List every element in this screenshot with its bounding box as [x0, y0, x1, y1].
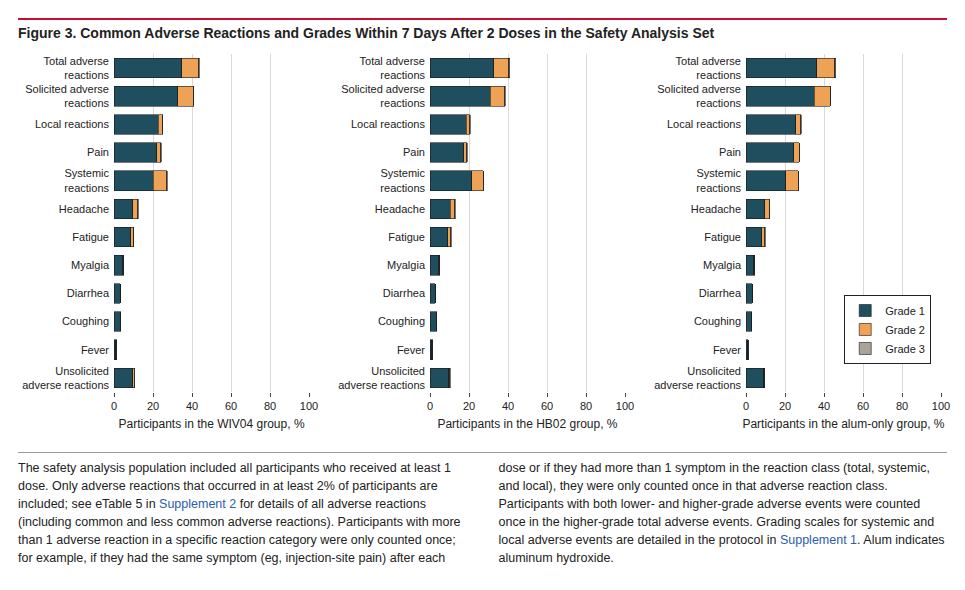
svg-text:Solicited adversereactions: Solicited adversereactions — [341, 83, 425, 109]
svg-text:Local reactions: Local reactions — [667, 118, 741, 130]
svg-text:Solicited adversereactions: Solicited adversereactions — [25, 83, 109, 109]
svg-text:Myalgia: Myalgia — [703, 259, 742, 271]
svg-text:Unsolicitedadverse reactions: Unsolicitedadverse reactions — [22, 365, 109, 391]
svg-text:20: 20 — [463, 400, 475, 412]
svg-text:0: 0 — [743, 400, 749, 412]
svg-text:Fever: Fever — [397, 344, 425, 356]
svg-text:Grade 3: Grade 3 — [885, 343, 925, 355]
svg-text:Fatigue: Fatigue — [72, 231, 109, 243]
svg-text:Total adversereactions: Total adversereactions — [44, 55, 110, 81]
svg-text:Unsolicitedadverse reactions: Unsolicitedadverse reactions — [654, 365, 741, 391]
svg-text:Diarrhea: Diarrhea — [699, 287, 742, 299]
svg-text:60: 60 — [857, 400, 869, 412]
svg-text:Total adversereactions: Total adversereactions — [360, 55, 426, 81]
svg-text:100: 100 — [932, 400, 950, 412]
svg-text:Coughing: Coughing — [378, 315, 425, 327]
svg-text:80: 80 — [896, 400, 908, 412]
svg-text:Participants in the HB02 group: Participants in the HB02 group, % — [437, 417, 617, 431]
svg-text:Participants in the alum-only: Participants in the alum-only group, % — [742, 417, 944, 431]
svg-text:Headache: Headache — [59, 203, 109, 215]
svg-text:80: 80 — [580, 400, 592, 412]
svg-text:Participants in the WIV04 grou: Participants in the WIV04 group, % — [118, 417, 304, 431]
svg-text:Myalgia: Myalgia — [387, 259, 426, 271]
svg-text:Myalgia: Myalgia — [71, 259, 110, 271]
svg-text:60: 60 — [225, 400, 237, 412]
svg-text:Solicited adversereactions: Solicited adversereactions — [657, 83, 741, 109]
svg-text:Coughing: Coughing — [62, 315, 109, 327]
svg-text:40: 40 — [502, 400, 514, 412]
svg-text:40: 40 — [818, 400, 830, 412]
svg-text:20: 20 — [779, 400, 791, 412]
svg-text:Fever: Fever — [81, 344, 109, 356]
svg-text:Unsolicitedadverse reactions: Unsolicitedadverse reactions — [338, 365, 425, 391]
svg-text:0: 0 — [427, 400, 433, 412]
svg-text:Systemicreactions: Systemicreactions — [64, 167, 109, 193]
svg-text:Pain: Pain — [403, 146, 425, 158]
svg-text:Pain: Pain — [719, 146, 741, 158]
svg-text:Local reactions: Local reactions — [351, 118, 425, 130]
svg-text:Fatigue: Fatigue — [704, 231, 741, 243]
svg-text:Systemicreactions: Systemicreactions — [380, 167, 425, 193]
svg-text:Headache: Headache — [375, 203, 425, 215]
svg-text:Total adversereactions: Total adversereactions — [676, 55, 742, 81]
html-text:The safety analysis population: The safety analysis population included … — [18, 461, 945, 565]
svg-text:40: 40 — [186, 400, 198, 412]
svg-text:Headache: Headache — [691, 203, 741, 215]
svg-text:Fever: Fever — [713, 344, 741, 356]
svg-text:Diarrhea: Diarrhea — [67, 287, 110, 299]
svg-text:100: 100 — [616, 400, 634, 412]
svg-text:Pain: Pain — [87, 146, 109, 158]
svg-text:Coughing: Coughing — [694, 315, 741, 327]
svg-text:20: 20 — [147, 400, 159, 412]
svg-text:Systemicreactions: Systemicreactions — [696, 167, 741, 193]
svg-text:80: 80 — [264, 400, 276, 412]
html-text:Figure 3. Common Adverse React: Figure 3. Common Adverse Reactions and G… — [18, 25, 715, 41]
svg-text:Local reactions: Local reactions — [35, 118, 109, 130]
svg-text:Grade 2: Grade 2 — [885, 324, 925, 336]
svg-text:0: 0 — [111, 400, 117, 412]
svg-text:100: 100 — [300, 400, 318, 412]
svg-text:Diarrhea: Diarrhea — [383, 287, 426, 299]
svg-text:Fatigue: Fatigue — [388, 231, 425, 243]
svg-text:Grade 1: Grade 1 — [885, 305, 925, 317]
svg-text:60: 60 — [541, 400, 553, 412]
